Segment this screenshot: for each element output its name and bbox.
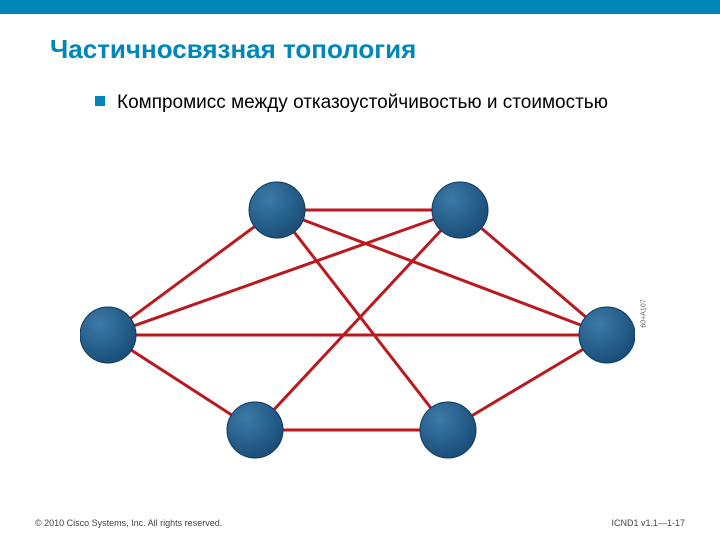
diagram-edge [255,210,460,430]
diagram-node [249,182,305,238]
diagram-edge [108,210,277,335]
bullet-text: Компромисс между отказоустойчивостью и с… [117,90,608,117]
diagram-node [420,402,476,458]
bullet-item: Компромисс между отказоустойчивостью и с… [95,90,720,117]
footer-slide-ref: ICND1 v1.1—1-17 [611,518,685,528]
side-label: 60+A107 [641,299,648,327]
diagram-node [227,402,283,458]
diagram-node [579,307,635,363]
footer-copyright: © 2010 Cisco Systems, Inc. All rights re… [35,518,222,528]
network-svg [80,170,635,460]
diagram-node [432,182,488,238]
bullet-marker-icon [95,96,105,106]
diagram-node [80,307,136,363]
header-bar [0,0,720,14]
diagram-edge [460,210,607,335]
network-diagram [80,170,635,460]
page-title: Частичносвязная топология [50,34,720,65]
